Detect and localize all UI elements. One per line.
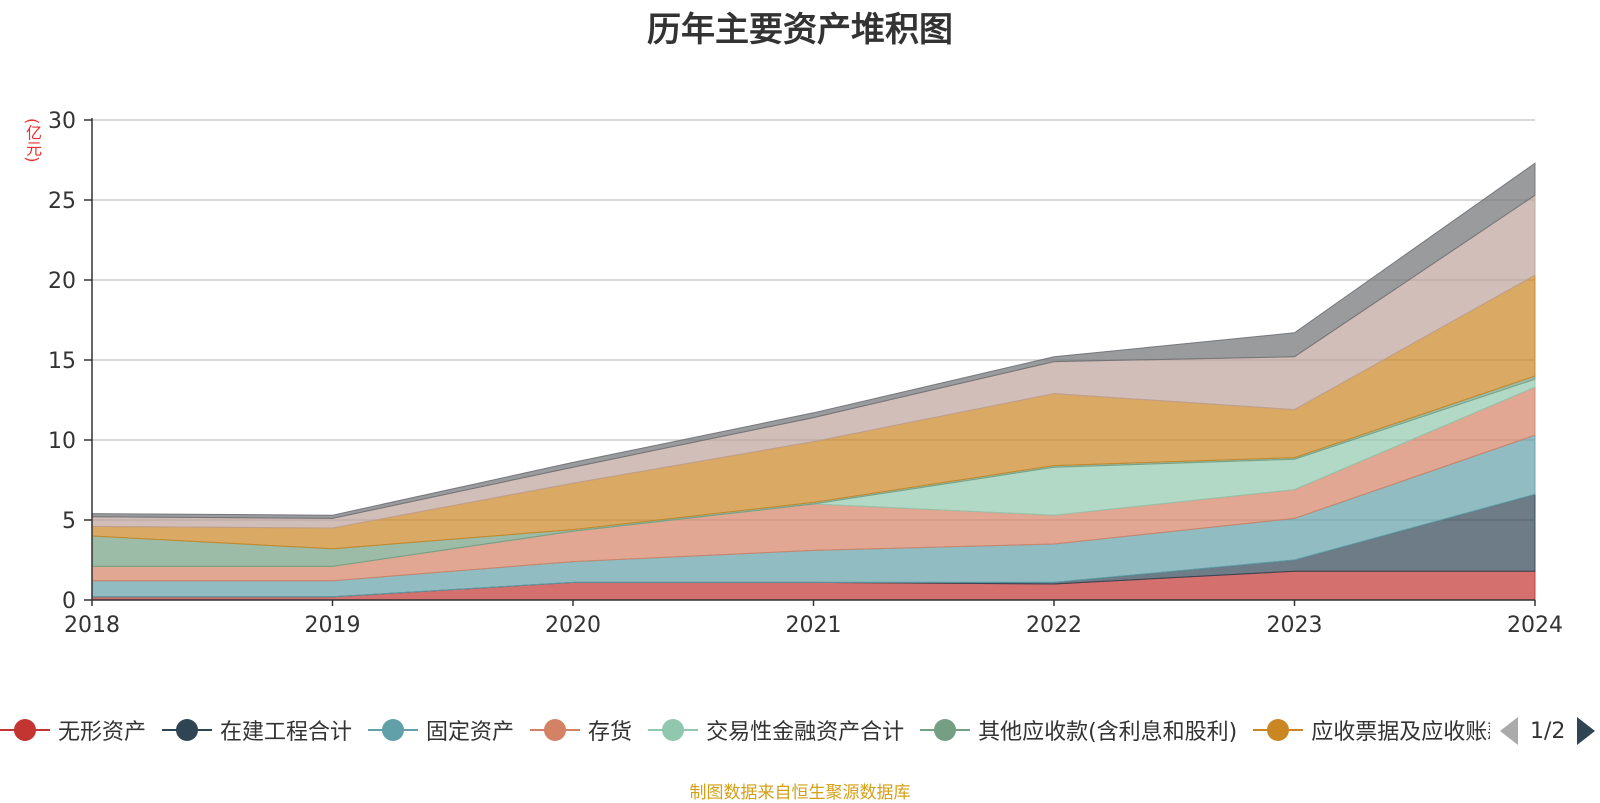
area-series-8: [91, 162, 1536, 519]
y-axis-unit-label: (亿元): [23, 118, 42, 163]
legend-label: 在建工程合计: [220, 720, 353, 745]
y-tick-label: 15: [48, 349, 76, 374]
x-tick-label: 2019: [305, 613, 361, 638]
x-tick-label: 2022: [1026, 613, 1082, 638]
chart-title: 历年主要资产堆积图: [647, 10, 953, 50]
legend-item[interactable]: 应收票据及应收账款: [1253, 712, 1490, 748]
legend-item[interactable]: 其他应收款(含利息和股利): [920, 712, 1237, 748]
legend-prev-page-icon[interactable]: [1500, 717, 1518, 745]
x-tick-label: 2021: [786, 613, 842, 638]
legend-label: 固定资产: [426, 720, 515, 745]
legend-item[interactable]: 固定资产: [368, 712, 514, 748]
legend-marker-icon: [1253, 718, 1304, 742]
y-tick-label: 30: [48, 109, 76, 134]
legend-marker-icon: [648, 718, 699, 742]
legend-item[interactable]: 交易性金融资产合计: [648, 712, 904, 748]
legend-marker-icon: [368, 718, 419, 742]
stacked-area-chart: 0 5 10 15 20 25 30 2018 2019 2020 2021 2022 2023 2024: [48, 109, 1563, 638]
y-tick-label: 10: [48, 429, 76, 454]
legend-marker-icon: [530, 718, 581, 742]
legend-label: 应收票据及应收账款: [1311, 720, 1490, 745]
x-tick-label: 2020: [545, 613, 601, 638]
legend-marker-icon: [0, 718, 50, 742]
legend-pager: 1/2: [1500, 716, 1596, 746]
legend-item[interactable]: 无形资产: [0, 712, 146, 748]
legend-next-page-icon[interactable]: [1577, 717, 1596, 745]
x-tick-label: 2018: [64, 613, 120, 638]
x-tick-label: 2023: [1267, 613, 1323, 638]
y-tick-label: 0: [62, 589, 76, 614]
legend-label: 无形资产: [58, 720, 147, 745]
legend-marker-icon: [920, 718, 971, 742]
legend-item[interactable]: 存货: [530, 712, 632, 748]
y-tick-label: 5: [62, 509, 76, 534]
legend-label: 交易性金融资产合计: [706, 720, 905, 745]
legend-page-indicator: 1/2: [1530, 718, 1566, 744]
legend-label: 其他应收款(含利息和股利): [978, 720, 1238, 745]
legend-item[interactable]: 在建工程合计: [162, 712, 352, 748]
legend: 无形资产 在建工程合计 固定资产 存货 交易性金融资产合计 其他应收款(含利息和股利) 应收…: [0, 712, 1490, 748]
data-source-footer: 制图数据来自恒生聚源数据库: [689, 783, 911, 803]
y-tick-label: 20: [48, 269, 76, 294]
y-tick-label: 25: [48, 189, 76, 214]
x-tick-label: 2024: [1507, 613, 1563, 638]
legend-marker-icon: [162, 718, 213, 742]
legend-label: 存货: [588, 720, 633, 745]
